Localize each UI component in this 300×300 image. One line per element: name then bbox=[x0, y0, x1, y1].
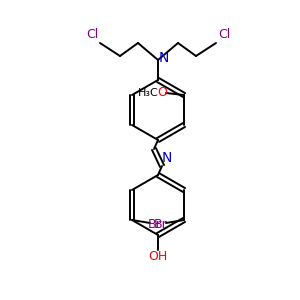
Text: H₃C: H₃C bbox=[138, 88, 158, 98]
Text: Cl: Cl bbox=[218, 28, 230, 41]
Text: Cl: Cl bbox=[86, 28, 98, 41]
Text: Br: Br bbox=[148, 218, 162, 232]
Text: OH: OH bbox=[148, 250, 168, 263]
Text: N: N bbox=[162, 151, 172, 164]
Text: O: O bbox=[157, 86, 167, 100]
Text: Br: Br bbox=[154, 218, 168, 232]
Text: N: N bbox=[159, 51, 169, 65]
